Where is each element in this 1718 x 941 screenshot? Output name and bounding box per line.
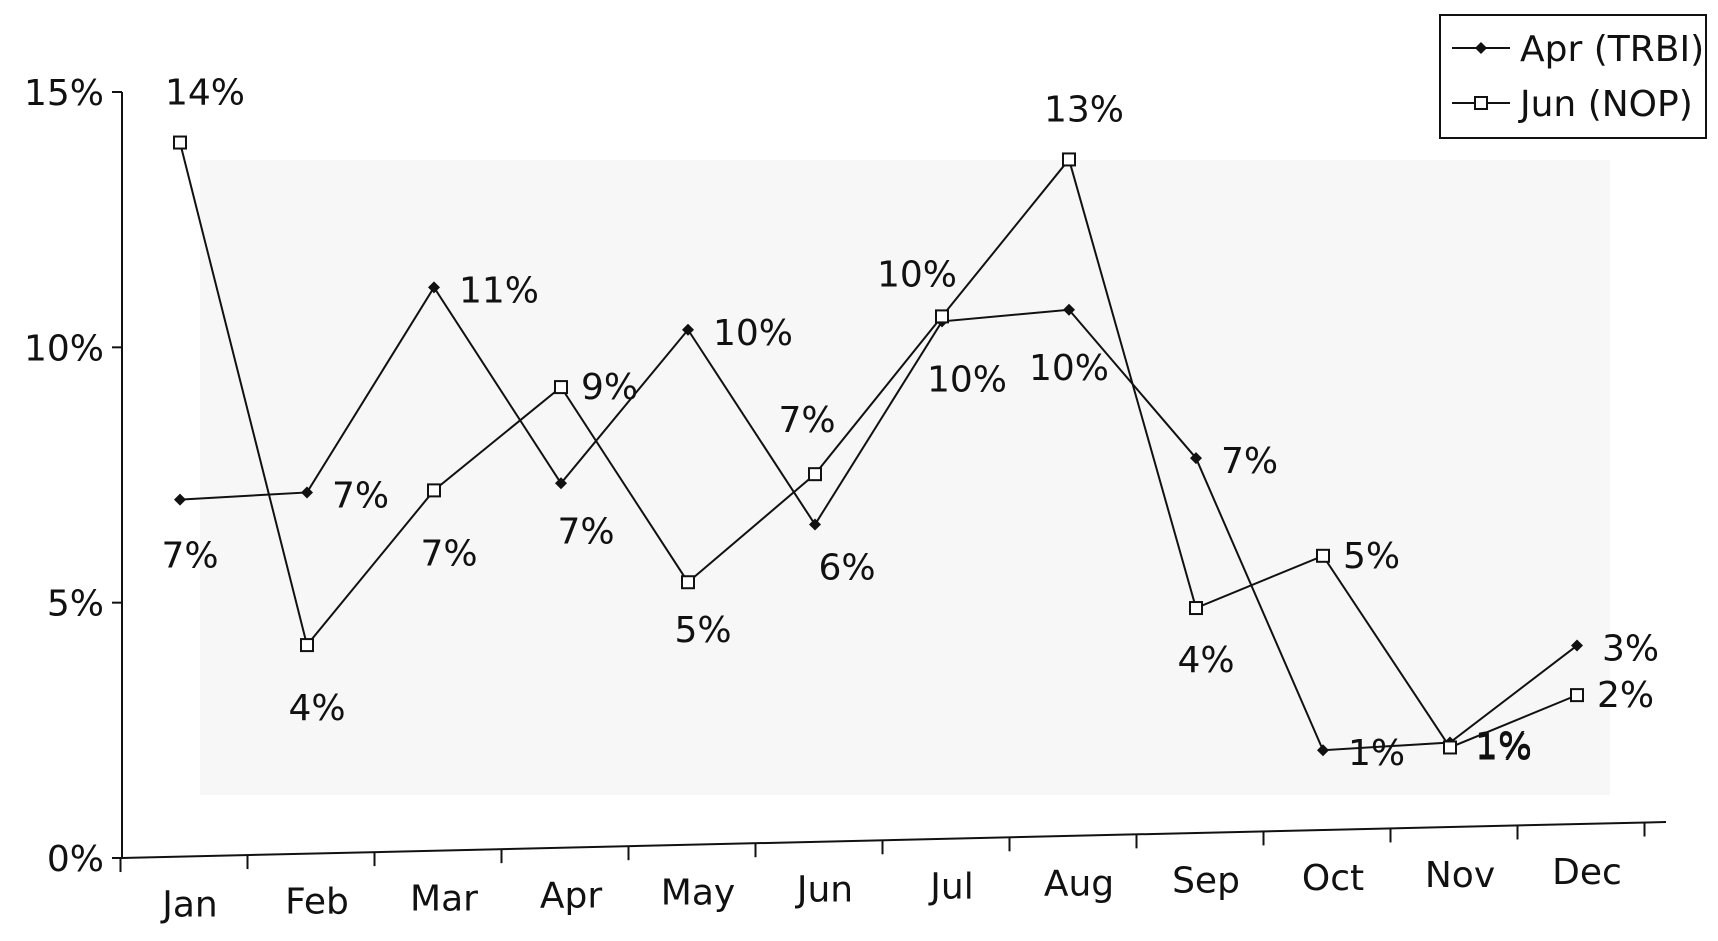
x-tick-label: Mar — [410, 878, 478, 919]
marker-jun-nop — [1062, 152, 1076, 167]
data-labels: 7% 7% 11% 7% 10% 6% 10% 10% 7% 1% 1% 3% 14% 4% 7% 9% 5% 7… — [161, 73, 1659, 775]
x-tick-label: Feb — [285, 881, 349, 922]
data-label-apr-trbi: 11% — [459, 270, 539, 311]
legend: Apr (TRBI) Jun (NOP) — [1439, 14, 1707, 139]
data-label-jun-nop: 4% — [1177, 640, 1234, 681]
marker-jun-nop — [1316, 548, 1330, 563]
marker-jun-nop — [935, 309, 949, 324]
data-label-apr-trbi: 1% — [1348, 733, 1405, 774]
marker-jun-nop — [1189, 601, 1203, 616]
marker-apr-trbi — [1190, 452, 1202, 465]
legend-label: Apr (TRBI) — [1520, 29, 1704, 70]
data-label-jun-nop: 5% — [674, 610, 731, 651]
y-tick-label: 10% — [24, 328, 104, 369]
x-tick-label: Jan — [160, 884, 218, 925]
plot-area-background — [200, 160, 1610, 795]
marker-apr-trbi — [1063, 303, 1075, 316]
marker-jun-nop — [681, 575, 695, 590]
marker-apr-trbi — [682, 323, 694, 336]
x-tick-label: Sep — [1172, 861, 1240, 902]
y-tick-label: 0% — [47, 839, 104, 880]
marker-jun-nop — [554, 380, 568, 395]
axes: 15% 10% 5% 0% Jan Feb Mar Apr May Jun Jul Aug Sep Oct… — [24, 73, 1667, 925]
data-label-jun-nop: 14% — [165, 73, 245, 114]
x-tick-label: Jun — [795, 870, 853, 911]
marker-jun-nop — [1443, 740, 1457, 755]
marker-apr-trbi — [301, 486, 313, 499]
marker-apr-trbi — [555, 477, 567, 490]
data-label-jun-nop: 2% — [1597, 675, 1654, 716]
x-tick-label: Nov — [1425, 855, 1495, 896]
data-label-apr-trbi: 3% — [1602, 629, 1659, 670]
data-label-jun-nop: 4% — [288, 688, 345, 729]
y-tick-label: 5% — [47, 584, 104, 625]
data-label-apr-trbi: 7% — [557, 511, 614, 552]
data-label-jun-nop: 7% — [420, 533, 477, 574]
data-label-jun-nop: 9% — [581, 367, 638, 408]
x-axis-line — [121, 821, 1667, 859]
data-label-jun-nop: 10% — [877, 254, 957, 295]
marker-apr-trbi — [428, 281, 440, 294]
x-tick-label: Apr — [540, 876, 602, 917]
data-label-apr-trbi: 1% — [1475, 726, 1532, 767]
marker-jun-nop — [808, 467, 822, 482]
legend-marker-apr-trbi — [1475, 42, 1487, 54]
marker-jun-nop — [427, 483, 441, 498]
legend-marker-jun-nop — [1474, 96, 1488, 110]
x-tick-label: Dec — [1552, 852, 1622, 893]
data-label-jun-nop: 13% — [1044, 89, 1124, 130]
data-label-apr-trbi: 10% — [1029, 348, 1109, 389]
data-label-apr-trbi: 6% — [818, 548, 875, 589]
marker-apr-trbi — [809, 518, 821, 531]
y-tick-label: 15% — [24, 73, 104, 114]
data-label-jun-nop: 7% — [778, 400, 835, 441]
data-label-apr-trbi: 10% — [713, 313, 793, 354]
legend-box — [1439, 14, 1707, 139]
x-tick-label: Aug — [1044, 864, 1114, 905]
marker-apr-trbi — [1571, 639, 1583, 652]
data-label-apr-trbi: 10% — [927, 359, 1007, 400]
data-label-jun-nop: 1% — [1475, 727, 1532, 768]
series-line-apr-trbi — [179, 285, 1578, 752]
marker-apr-trbi — [1317, 744, 1329, 757]
data-label-jun-nop: 5% — [1343, 536, 1400, 577]
x-tick-label: Jul — [928, 867, 973, 908]
marker-jun-nop — [173, 135, 187, 150]
data-label-apr-trbi: 7% — [332, 475, 389, 516]
x-tick-label: May — [661, 873, 735, 914]
series-lines — [179, 142, 1578, 752]
series-line-jun-nop — [179, 142, 1578, 749]
marker-jun-nop — [300, 638, 314, 653]
series-markers — [173, 135, 1584, 757]
legend-label: Jun (NOP) — [1518, 84, 1693, 125]
marker-jun-nop — [1570, 688, 1584, 703]
data-label-apr-trbi: 7% — [161, 536, 218, 577]
marker-apr-trbi — [174, 493, 186, 506]
x-tick-label: Oct — [1302, 858, 1364, 899]
data-label-apr-trbi: 7% — [1221, 441, 1278, 482]
